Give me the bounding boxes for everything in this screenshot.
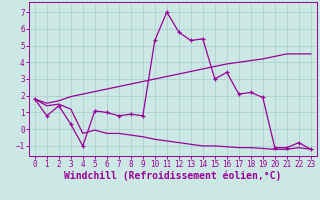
X-axis label: Windchill (Refroidissement éolien,°C): Windchill (Refroidissement éolien,°C) — [64, 171, 282, 181]
